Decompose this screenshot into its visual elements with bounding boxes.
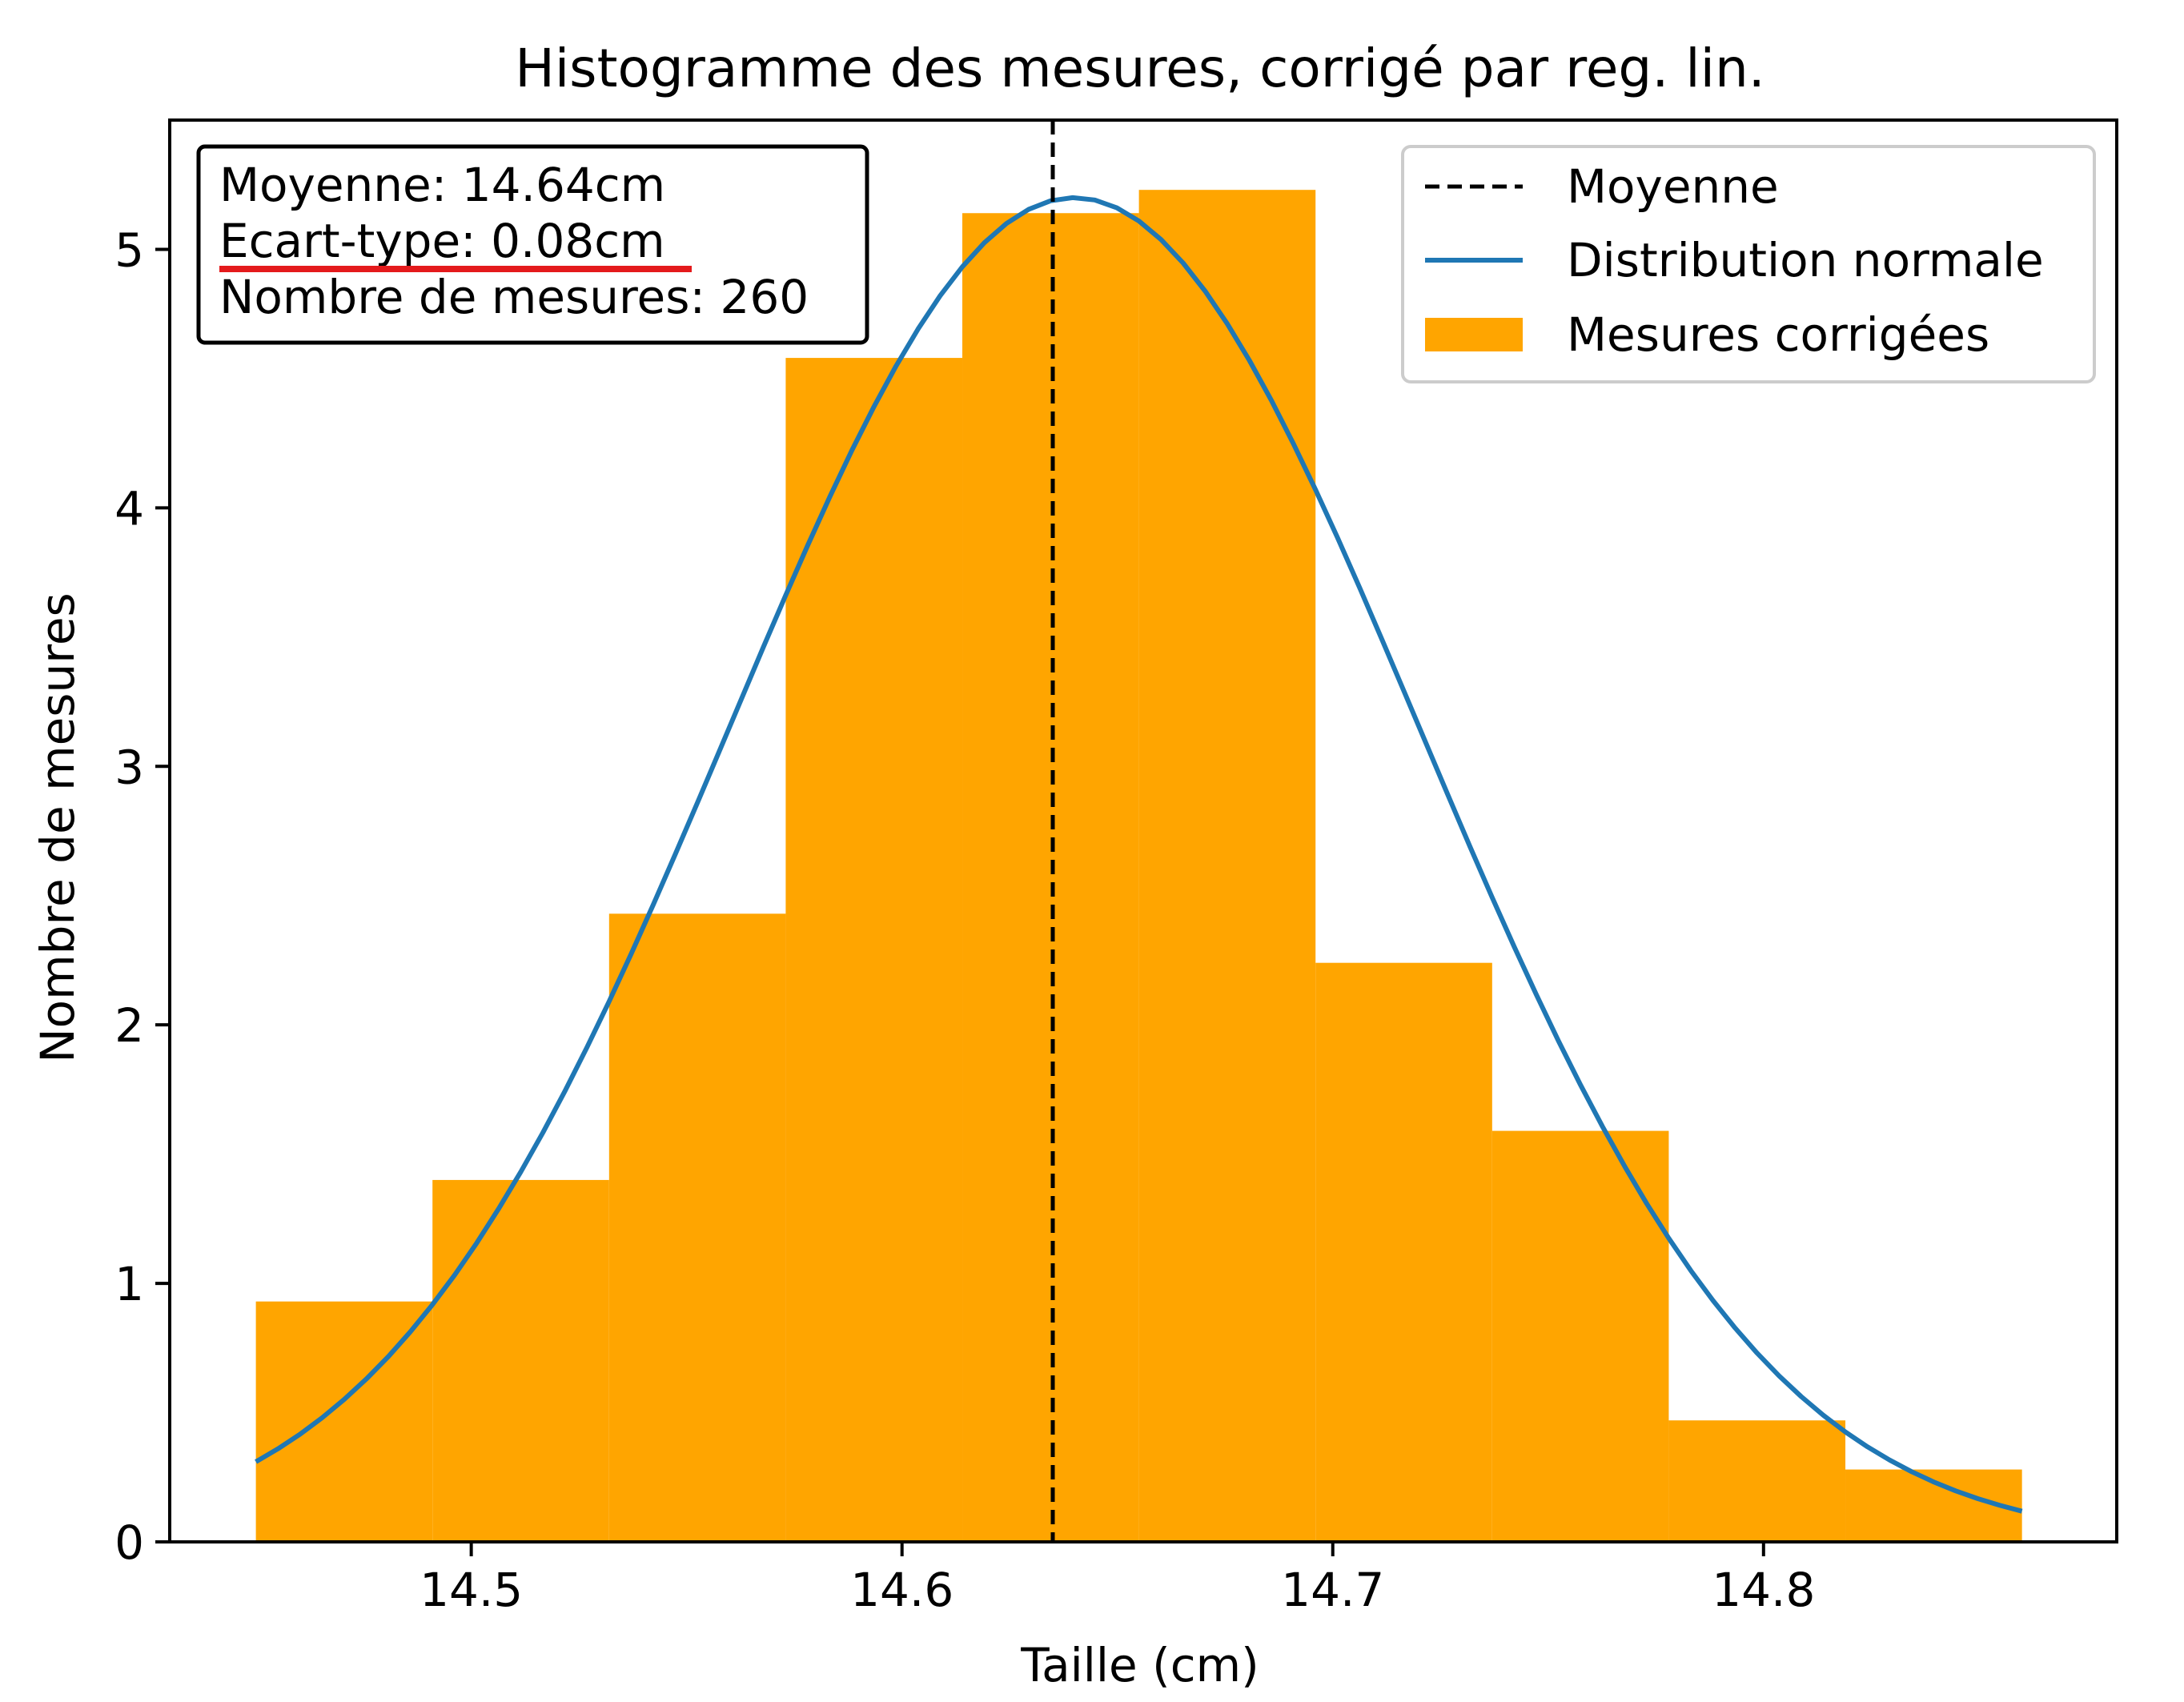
x-tick-label-0: 14.5 <box>420 1563 523 1617</box>
legend: Moyenne Distribution normale Mesures cor… <box>1401 145 2096 383</box>
stats-count-text: Nombre de mesures: 260 <box>219 270 809 324</box>
histogram-bar-5 <box>1138 190 1316 1543</box>
normal-distribution-curve <box>255 195 2023 1514</box>
histogram-bar-7 <box>1491 1130 1669 1542</box>
histogram-bar-2 <box>608 913 786 1542</box>
y-tick-label-1: 1 <box>114 1257 144 1311</box>
stats-std-text: Ecart-type: 0.08cm <box>219 214 665 268</box>
legend-frame <box>1401 145 2096 383</box>
histogram-bar-1 <box>432 1179 609 1542</box>
histogram-bar-4 <box>962 213 1139 1542</box>
histogram-bar-6 <box>1315 962 1492 1542</box>
stats-box-frame <box>196 144 869 345</box>
x-axis-ticks: 14.5 14.6 14.7 14.8 <box>420 1542 1815 1617</box>
x-tick-label-1: 14.6 <box>850 1563 953 1617</box>
legend-mean-label: Moyenne <box>1567 159 1779 214</box>
x-tick-label-3: 14.8 <box>1712 1563 1815 1617</box>
y-tick-label-0: 0 <box>114 1515 144 1570</box>
curve-layer <box>255 195 2023 1514</box>
histogram-bar-8 <box>1668 1420 1846 1542</box>
y-axis-ticks: 0 1 2 3 4 5 <box>114 223 170 1570</box>
bars-layer <box>255 190 2022 1543</box>
y-tick-label-2: 2 <box>114 998 144 1053</box>
y-tick-label-4: 4 <box>114 481 144 536</box>
legend-bars-swatch <box>1425 318 1523 351</box>
legend-bars-label: Mesures corrigées <box>1567 307 1989 362</box>
y-tick-label-3: 3 <box>114 740 144 794</box>
stats-mean-text: Moyenne: 14.64cm <box>219 158 665 212</box>
legend-normal-label: Distribution normale <box>1567 233 2044 287</box>
chart-title: Histogramme des mesures, corrigé par reg… <box>515 38 1765 99</box>
axes-frame <box>168 118 2118 1543</box>
stats-box: Moyenne: 14.64cm Ecart-type: 0.08cm Nomb… <box>196 144 869 345</box>
x-tick-label-2: 14.7 <box>1281 1563 1384 1617</box>
y-axis-label: Nombre de mesures <box>30 592 85 1062</box>
y-tick-label-5: 5 <box>114 223 144 277</box>
histogram-bar-3 <box>785 358 963 1542</box>
x-axis-label: Taille (cm) <box>1020 1638 1259 1692</box>
